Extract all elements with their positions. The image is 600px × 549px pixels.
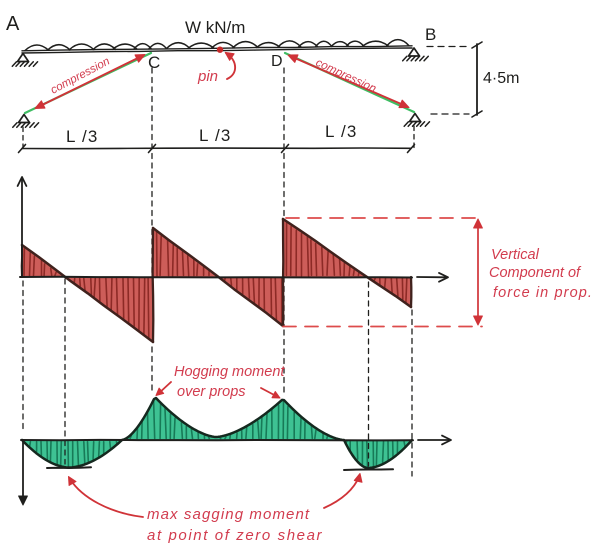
svg-text:pin: pin bbox=[197, 68, 218, 85]
svg-text:Component of: Component of bbox=[489, 265, 582, 281]
svg-text:Vertical: Vertical bbox=[491, 247, 540, 263]
svg-text:C: C bbox=[148, 53, 160, 72]
svg-text:D: D bbox=[271, 53, 283, 70]
svg-text:force in prop.: force in prop. bbox=[493, 285, 593, 301]
svg-text:max sagging moment: max sagging moment bbox=[147, 506, 310, 523]
svg-text:L /3: L /3 bbox=[325, 122, 358, 141]
svg-text:W kN/m: W kN/m bbox=[185, 18, 245, 37]
svg-text:at point of zero shear: at point of zero shear bbox=[147, 527, 323, 544]
svg-text:B: B bbox=[425, 25, 436, 44]
svg-text:4·5m: 4·5m bbox=[483, 70, 519, 87]
svg-text:L /3: L /3 bbox=[199, 126, 232, 145]
svg-text:Hogging moment: Hogging moment bbox=[174, 364, 285, 380]
svg-text:L /3: L /3 bbox=[66, 127, 99, 146]
svg-text:over props: over props bbox=[177, 384, 246, 400]
svg-text:A: A bbox=[6, 13, 20, 35]
